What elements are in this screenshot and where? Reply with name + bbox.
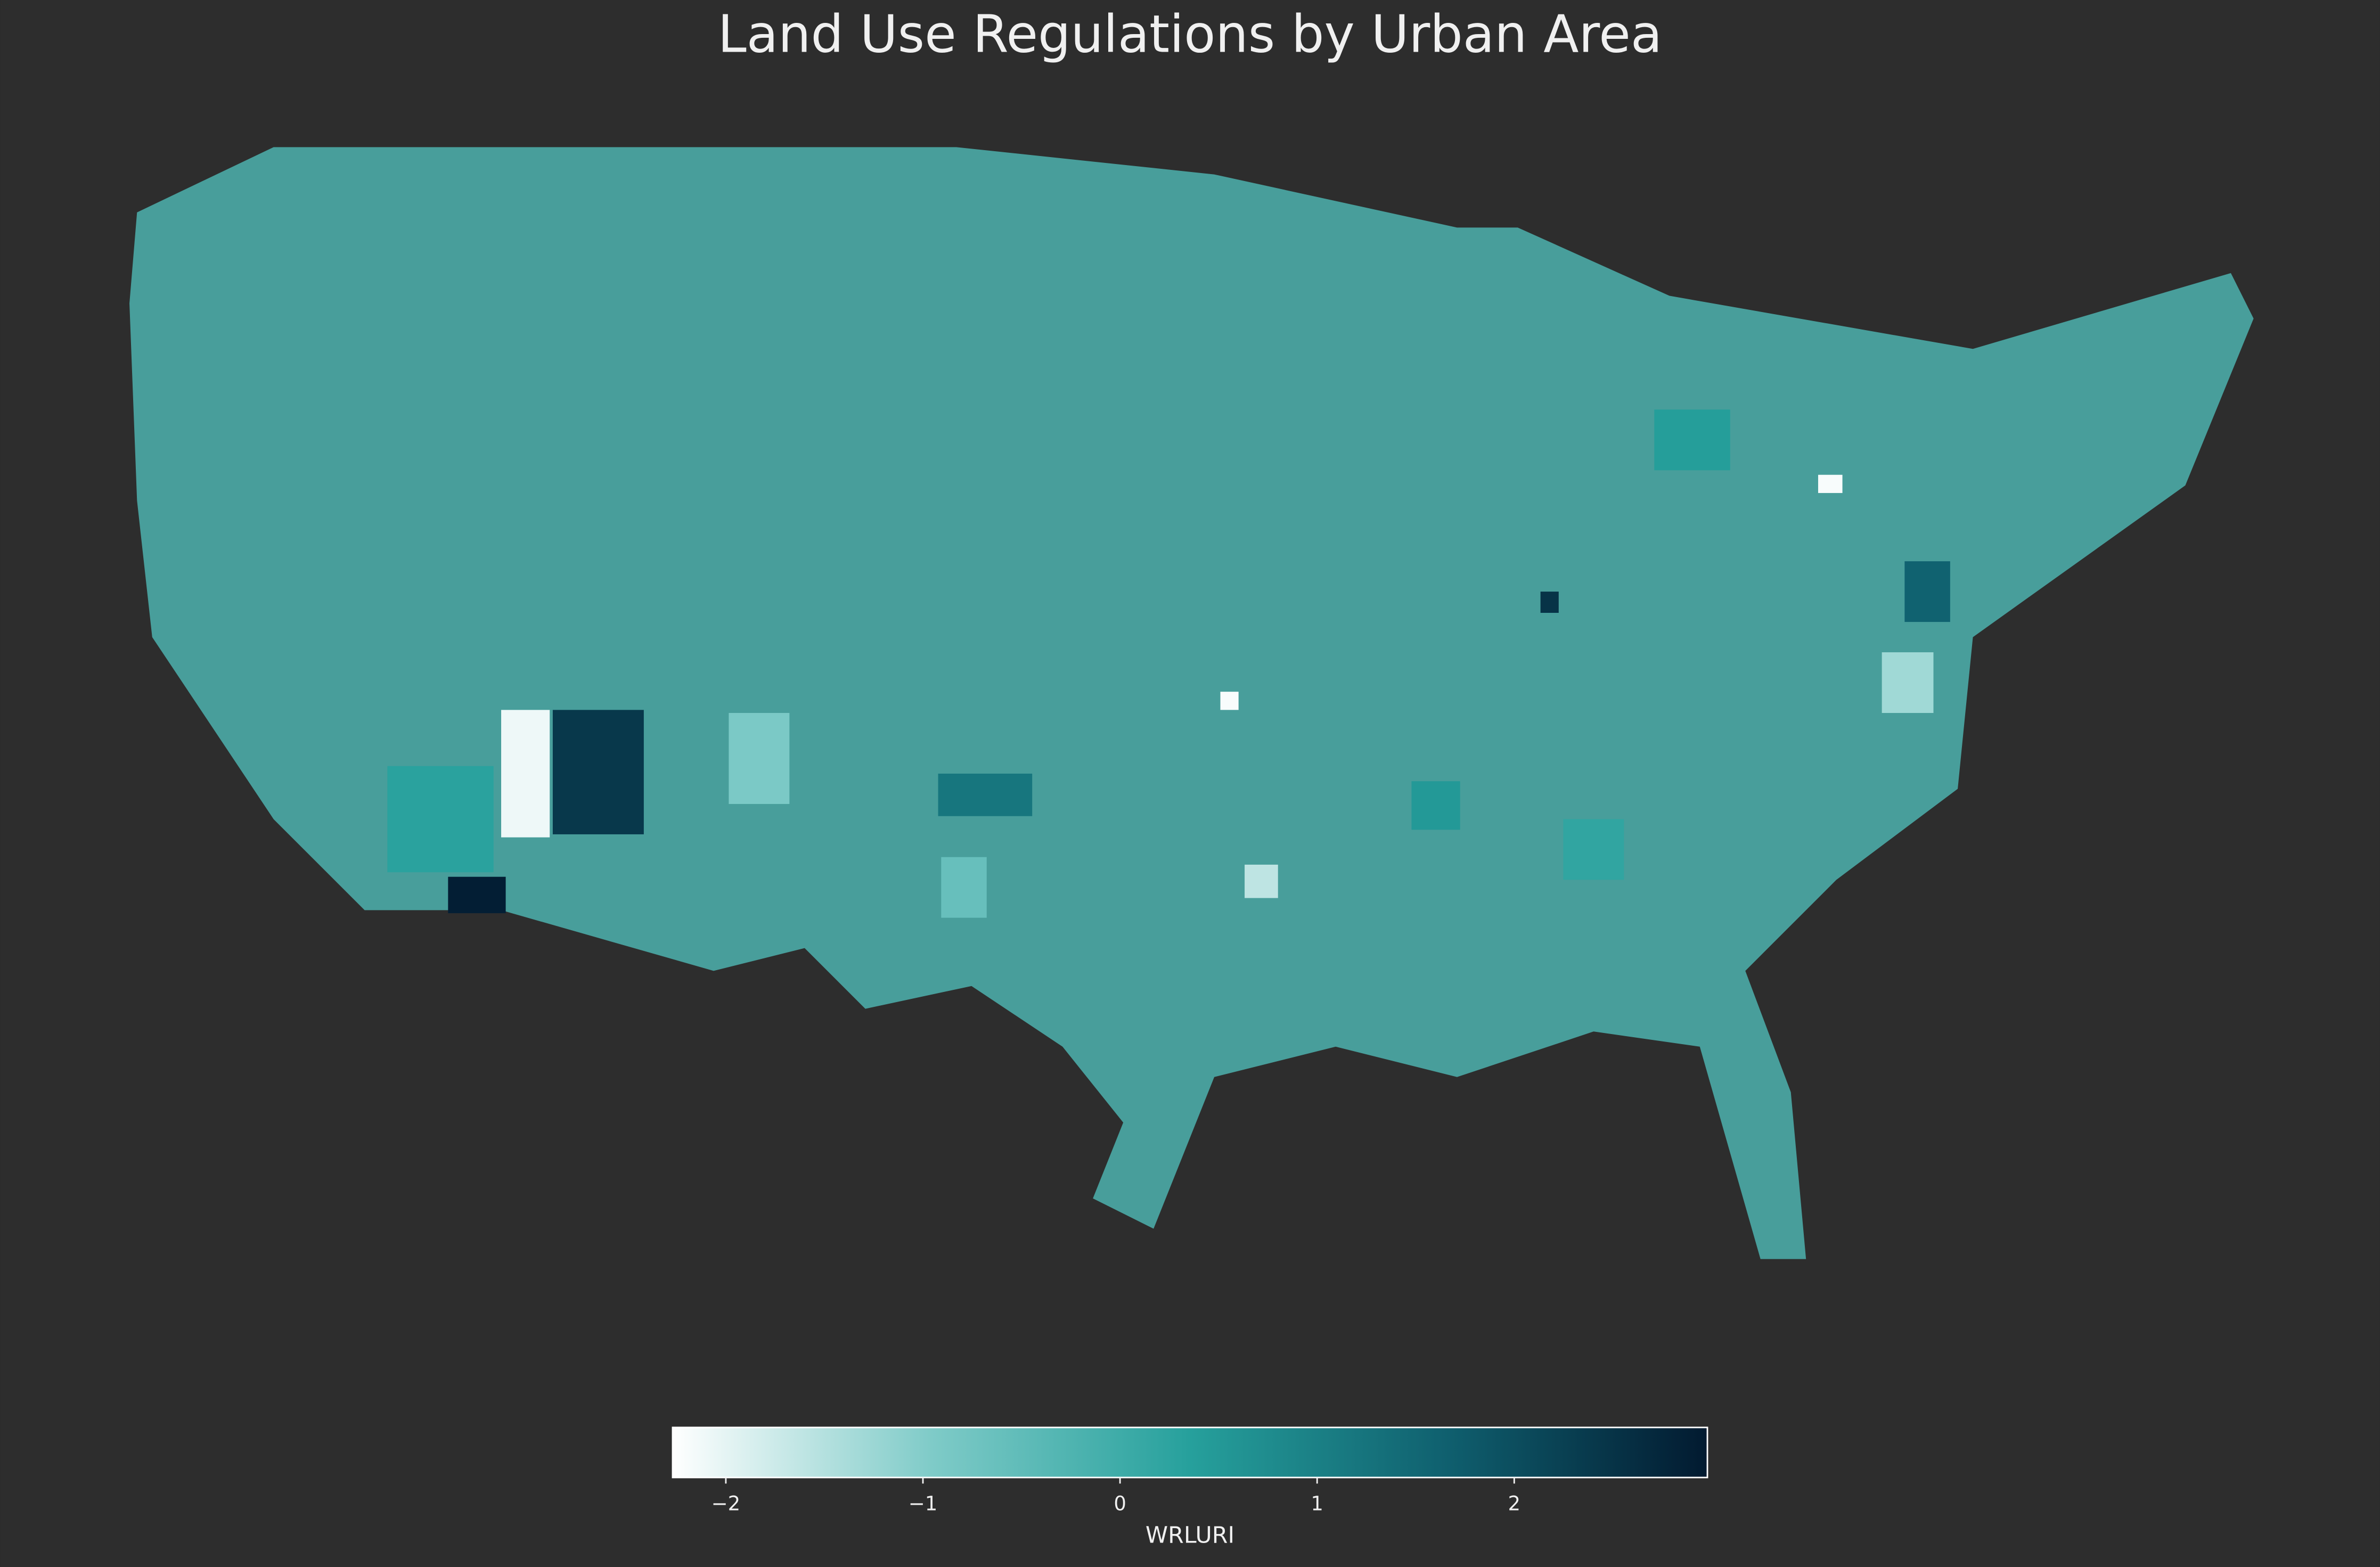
colorbar-tick-label: −1	[909, 1492, 938, 1515]
colorbar	[672, 1426, 1708, 1479]
urban-area	[1654, 409, 1730, 471]
urban-area	[387, 766, 494, 873]
colorbar-tick-label: 0	[1114, 1492, 1126, 1515]
colorbar-tick-label: −2	[711, 1492, 741, 1515]
urban-area	[448, 876, 506, 914]
urban-area	[1904, 561, 1950, 622]
urban-area	[552, 710, 644, 834]
urban-area	[1540, 592, 1559, 613]
colorbar-tick-label: 1	[1311, 1492, 1323, 1515]
urban-area	[1563, 819, 1624, 880]
urban-area	[1882, 652, 1934, 713]
urban-area	[1411, 781, 1460, 830]
urban-area	[729, 713, 790, 804]
urban-area	[1245, 864, 1278, 898]
colorbar-tick-label: 2	[1508, 1492, 1521, 1515]
urban-area	[501, 710, 550, 838]
urban-area	[1220, 692, 1239, 710]
urban-area	[1818, 474, 1843, 493]
urban-area	[941, 857, 987, 918]
urban-area	[938, 773, 1033, 816]
colorbar-label: WRLURI	[1146, 1522, 1234, 1549]
chart-title: Land Use Regulations by Urban Area	[718, 4, 1662, 64]
